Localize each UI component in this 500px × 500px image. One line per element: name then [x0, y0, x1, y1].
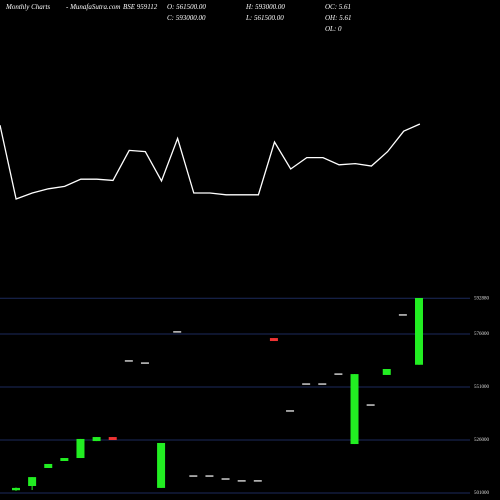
candle-body — [92, 437, 101, 442]
y-tick-label: 592880 — [474, 296, 490, 301]
candle-body — [415, 298, 423, 365]
candle-body — [76, 438, 85, 459]
oh-stat: OH: 5.61 — [325, 14, 351, 22]
low-stat: L: 561500.00 — [245, 14, 284, 22]
y-tick-label: 551000 — [474, 385, 490, 390]
symbol: BSE 959112 — [123, 3, 158, 11]
open-stat: O: 561500.00 — [167, 3, 206, 11]
candle-body — [269, 338, 278, 342]
candle-body — [44, 463, 53, 468]
oc-stat: OC: 5.61 — [325, 3, 351, 11]
y-tick-label: 526000 — [474, 438, 490, 443]
site-name: - MunafaSutra.com — [66, 3, 120, 11]
candle-body — [60, 458, 69, 461]
close-stat: C: 593000.00 — [167, 14, 206, 22]
candle-body — [108, 437, 117, 441]
y-tick-label: 501000 — [474, 491, 490, 496]
high-stat: H: 593000.00 — [245, 3, 285, 11]
candle-body — [28, 477, 37, 487]
ol-stat: OL: 0 — [325, 25, 342, 33]
y-tick-label: 576000 — [474, 332, 490, 337]
indicator-line — [0, 123, 421, 200]
chart-name: Monthly Charts — [5, 3, 50, 11]
candle-body — [12, 487, 20, 491]
candle-body — [382, 369, 391, 375]
candle-body — [157, 442, 166, 488]
candle-body — [350, 374, 359, 445]
